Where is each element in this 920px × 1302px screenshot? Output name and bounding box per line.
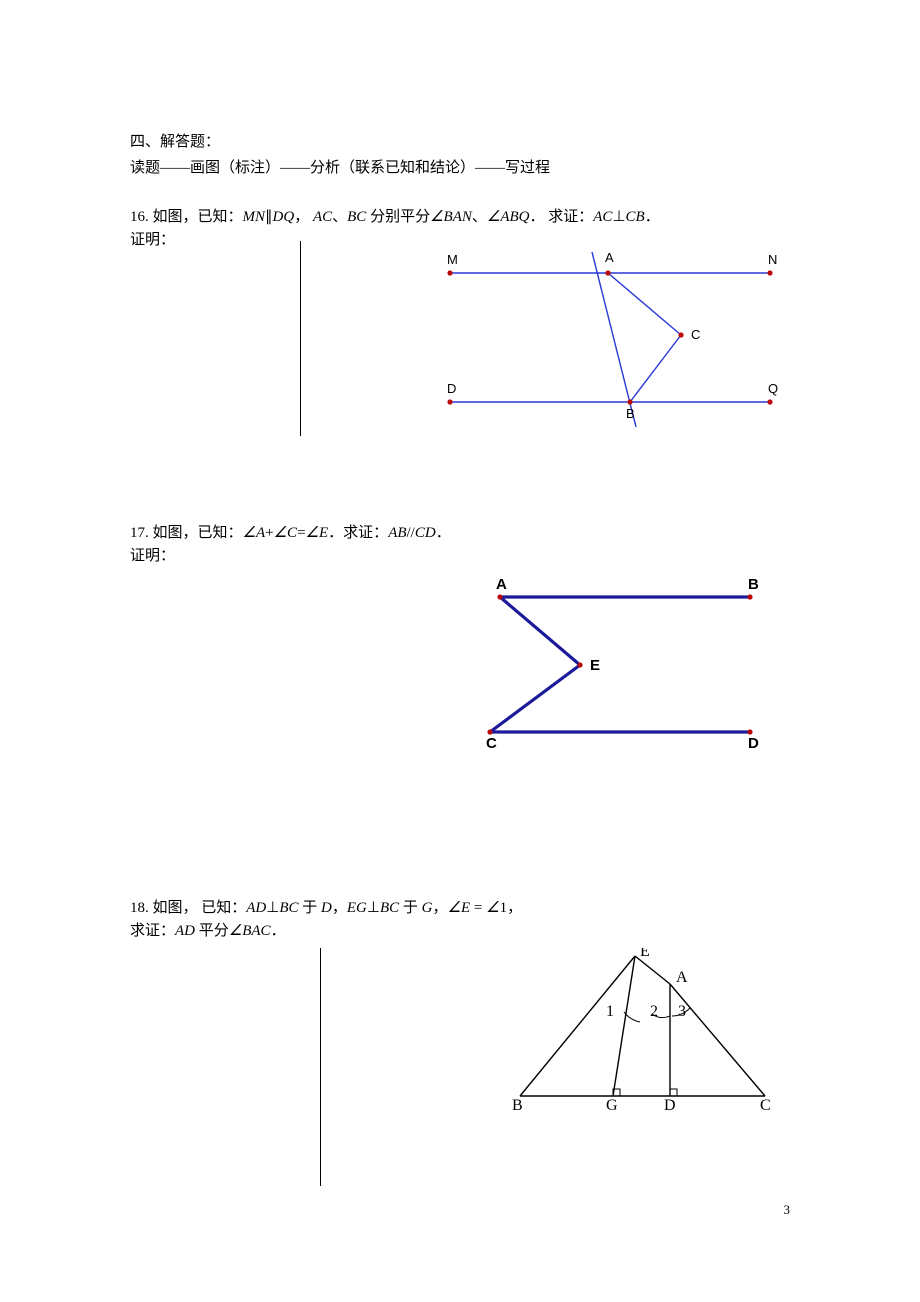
svg-text:B: B [512,1097,523,1114]
page-number: 3 [784,1202,791,1218]
problem-16-figure-area: MANCDBQ [130,257,790,452]
svg-text:D: D [748,735,759,752]
svg-text:D: D [664,1097,676,1114]
divider-line [300,241,301,436]
section-subtitle: 读题——画图（标注）——分析（联系已知和结论）——写过程 [130,156,790,180]
figure-18-svg: E A B G D C 1 2 3 [500,948,780,1118]
problem-18-figure-area: E A B G D C 1 2 3 [130,948,790,1188]
section-title: 四、解答题： [130,130,790,154]
problem-18-ask: 求证：AD 平分∠BAC． [130,920,790,943]
problem-18-statement: 18. 如图， 已知：AD⊥BC 于 D，EG⊥BC 于 G，∠E = ∠1， [130,897,790,920]
problem-16: 16. 如图，已知：MN∥DQ， AC、BC 分别平分∠BAN、∠ABQ． 求证… [130,206,790,452]
svg-text:E: E [590,657,600,674]
problem-17: 17. 如图，已知：∠A+∠C=∠E．求证：AB//CD． 证明： A B E C D [130,522,790,758]
svg-text:Q: Q [768,381,778,396]
problem-number: 18. [130,900,149,916]
problem-17-figure-area: A B E C D [130,572,790,757]
svg-text:M: M [447,252,458,267]
svg-text:N: N [768,252,777,267]
figure-16-svg: M A N C D B Q [440,247,780,437]
problem-18: 18. 如图， 已知：AD⊥BC 于 D，EG⊥BC 于 G，∠E = ∠1， … [130,897,790,1188]
svg-text:3: 3 [678,1003,686,1020]
svg-text:B: B [626,406,635,421]
svg-text:G: G [606,1097,618,1114]
page: 四、解答题： 读题——画图（标注）——分析（联系已知和结论）——写过程 16. … [0,0,920,1238]
proof-label: 证明： [130,545,790,568]
svg-text:A: A [496,577,507,593]
divider-line [320,948,321,1186]
svg-text:C: C [760,1097,771,1114]
problem-16-statement: 16. 如图，已知：MN∥DQ， AC、BC 分别平分∠BAN、∠ABQ． 求证… [130,206,790,229]
svg-text:B: B [748,577,759,593]
problem-17-statement: 17. 如图，已知：∠A+∠C=∠E．求证：AB//CD． [130,522,790,545]
svg-text:C: C [691,327,700,342]
figure-17-svg: A B E C D [460,577,770,752]
svg-text:D: D [447,381,456,396]
svg-text:A: A [605,250,614,265]
problem-number: 17. [130,525,149,541]
svg-text:C: C [486,735,497,752]
problem-number: 16. [130,209,149,225]
svg-text:E: E [640,948,650,960]
svg-text:2: 2 [650,1003,658,1020]
svg-text:A: A [676,969,688,986]
svg-text:1: 1 [606,1003,614,1020]
